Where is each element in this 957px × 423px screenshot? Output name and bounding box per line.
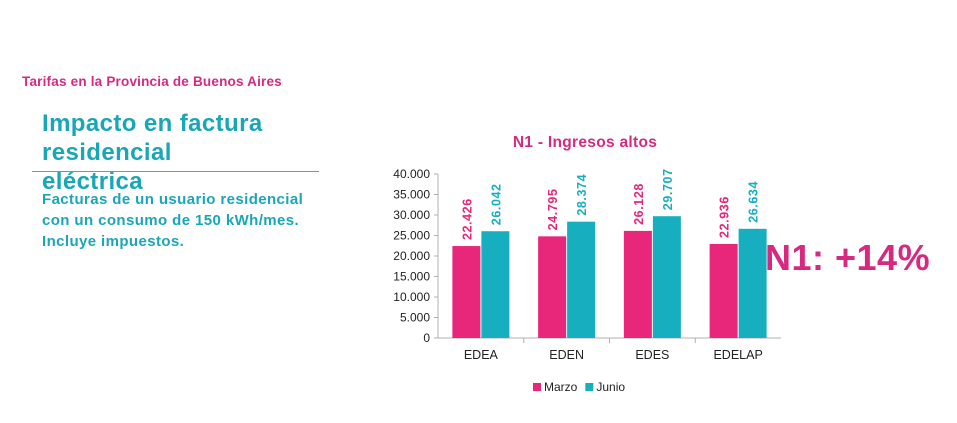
y-tick-label: 15.000 [393, 270, 430, 284]
y-tick-label: 35.000 [393, 188, 430, 202]
data-label-marzo-eden: 24.795 [546, 188, 560, 230]
bar-marzo-edea [452, 246, 481, 338]
y-tick-label: 5.000 [400, 311, 430, 325]
data-label-marzo-edea: 22.426 [460, 198, 474, 240]
title-divider [32, 171, 319, 172]
page-title: Impacto en factura residencial eléctrica [42, 110, 263, 195]
page-subtitle: Facturas de un usuario residencial con u… [42, 191, 304, 250]
x-tick-label-eden: EDEN [549, 348, 584, 362]
x-tick-label-edelap: EDELAP [713, 348, 762, 362]
data-label-junio-eden: 28.374 [575, 174, 589, 216]
bar-junio-edea [481, 231, 510, 338]
y-tick-label: 10.000 [393, 290, 430, 304]
highlight-stat: N1: +14% [765, 237, 931, 278]
data-label-junio-edes: 29.707 [661, 168, 675, 210]
y-tick-label: 25.000 [393, 229, 430, 243]
y-tick-label: 20.000 [393, 249, 430, 263]
legend-label-junio: Junio [596, 380, 625, 394]
data-label-marzo-edes: 26.128 [632, 183, 646, 225]
x-tick-label-edea: EDEA [464, 348, 499, 362]
y-tick-label: 30.000 [393, 208, 430, 222]
bar-junio-edes [652, 216, 681, 338]
bar-junio-edelap [738, 228, 767, 338]
legend-swatch-junio [585, 383, 594, 391]
chart-title: N1 - Ingresos altos [512, 134, 658, 151]
y-tick-label: 0 [423, 331, 430, 345]
bar-junio-eden [567, 221, 596, 338]
data-label-junio-edelap: 26.634 [747, 181, 761, 223]
bar-marzo-edelap [709, 243, 738, 338]
x-tick-label-edes: EDES [635, 348, 669, 362]
data-label-junio-edea: 26.042 [489, 183, 503, 225]
y-tick-label: 40.000 [393, 167, 430, 181]
legend-label-marzo: Marzo [544, 380, 578, 394]
data-label-marzo-edelap: 22.936 [718, 196, 732, 238]
legend-swatch-marzo [533, 383, 541, 391]
page-kicker: Tarifas en la Provincia de Buenos Aires [22, 74, 282, 89]
bar-marzo-edes [623, 230, 652, 338]
bar-marzo-eden [538, 236, 567, 338]
